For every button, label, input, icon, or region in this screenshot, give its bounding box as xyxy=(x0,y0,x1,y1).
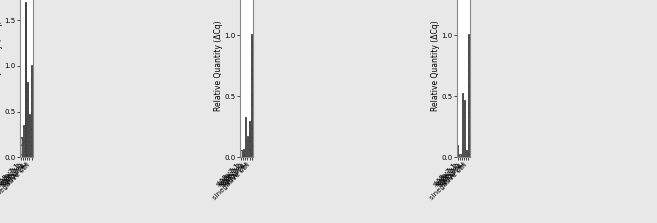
Bar xyxy=(251,34,252,157)
Y-axis label: Relative Quantity (ΔCq): Relative Quantity (ΔCq) xyxy=(0,21,3,111)
Bar xyxy=(27,82,28,157)
Bar xyxy=(466,150,467,157)
Bar xyxy=(457,145,459,157)
Bar xyxy=(244,117,246,157)
Bar xyxy=(247,136,248,157)
Bar xyxy=(22,125,24,157)
Bar xyxy=(242,149,244,157)
Bar xyxy=(25,2,26,157)
Y-axis label: Relative Quantity (ΔCq): Relative Quantity (ΔCq) xyxy=(214,21,223,111)
Bar xyxy=(468,34,469,157)
Bar xyxy=(461,93,463,157)
Bar xyxy=(29,114,30,157)
Bar xyxy=(20,137,22,157)
Bar xyxy=(249,121,250,157)
Bar xyxy=(459,154,461,157)
Bar xyxy=(240,150,242,157)
Y-axis label: Relative Quantity (ΔCq): Relative Quantity (ΔCq) xyxy=(431,21,440,111)
Bar xyxy=(31,65,32,157)
